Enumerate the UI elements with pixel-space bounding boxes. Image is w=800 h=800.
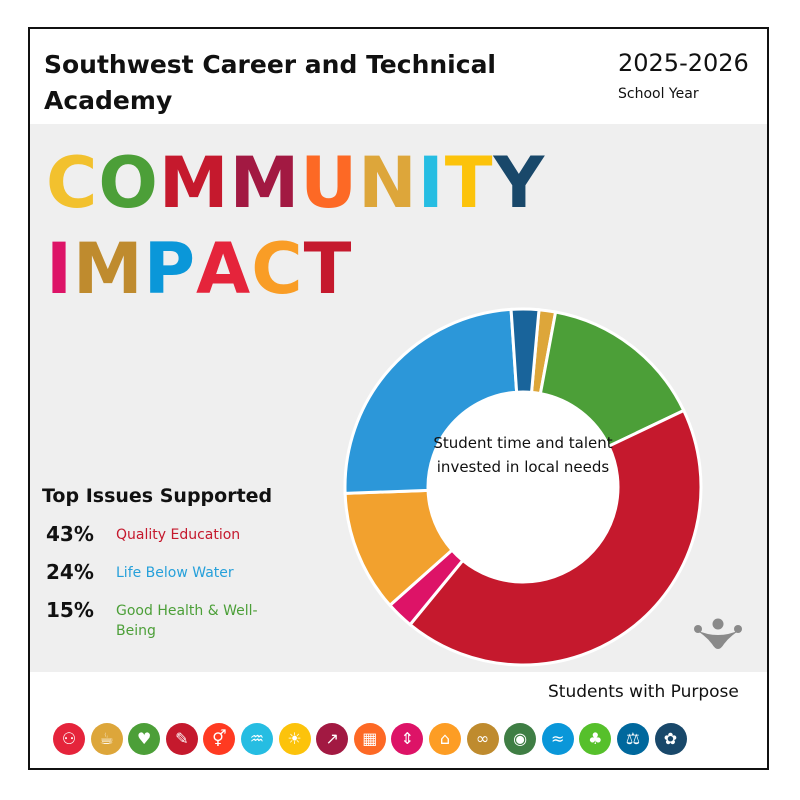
headline-letter: O <box>98 142 159 224</box>
students-with-purpose-logo <box>694 618 742 649</box>
headline: COMMUNITY IMPACT <box>46 140 545 312</box>
headline-letter: Y <box>493 142 546 224</box>
climate-action-icon: ◉ <box>504 723 537 755</box>
no-poverty-icon: ⚇ <box>53 723 85 755</box>
partnerships-icon: ✿ <box>654 723 687 755</box>
gender-equality-icon: ⚥ <box>203 723 236 755</box>
issue-percent: 24% <box>46 560 94 584</box>
headline-letter: C <box>46 142 99 224</box>
issue-percent: 15% <box>46 598 94 622</box>
life-on-land-icon: ♣ <box>579 723 612 755</box>
issue-percent: 43% <box>46 522 94 546</box>
headline-letter: U <box>300 142 359 224</box>
clean-water-icon: ♒ <box>240 723 273 755</box>
school-year-label: School Year <box>618 86 699 102</box>
headline-letter: M <box>229 142 301 224</box>
donut-hole <box>429 393 617 581</box>
headline-letter: M <box>158 142 230 224</box>
issue-label: Good Health & Well-Being <box>116 603 258 639</box>
school-name: Southwest Career and Technical Academy <box>44 50 497 115</box>
peace-justice-icon: ⚖ <box>616 723 649 755</box>
headline-letter: I <box>417 142 445 224</box>
donut-slice <box>509 307 541 395</box>
responsible-consumption-icon: ∞ <box>466 723 499 755</box>
clean-energy-icon: ☀ <box>278 723 311 755</box>
header: Southwest Career and Technical Academy 2… <box>30 29 767 124</box>
life-below-water-icon: ≈ <box>541 723 574 755</box>
infographic-card: Southwest Career and Technical Academy 2… <box>28 27 769 770</box>
headline-letter: C <box>251 228 304 310</box>
main-panel: COMMUNITY IMPACT Top Issues Supported 43… <box>30 124 767 672</box>
headline-letter: T <box>303 228 353 310</box>
school-year: 2025-2026 <box>618 49 749 77</box>
headline-letter: N <box>358 142 418 224</box>
donut-slice <box>343 307 519 495</box>
quality-education-icon: ✎ <box>165 723 198 755</box>
sustainable-cities-icon: ⌂ <box>428 723 461 755</box>
tagline: Students with Purpose <box>548 682 739 702</box>
footer: Students with Purpose ⚇ ☕ ♥ ✎ ⚥ ♒ ☀ ↗ ▦ ⇕ ⌂ ∞ ◉ ≈ ♣ ⚖ ✿ <box>30 672 767 768</box>
decent-work-icon: ↗ <box>316 723 349 755</box>
issue-label: Quality Education <box>116 527 241 543</box>
headline-line-1: COMMUNITY <box>46 140 545 226</box>
reduced-inequalities-icon: ⇕ <box>391 723 424 755</box>
headline-letter: A <box>196 228 252 310</box>
headline-letter: T <box>444 142 494 224</box>
headline-letter: P <box>143 228 197 310</box>
headline-letter: M <box>73 228 144 310</box>
headline-line-2: IMPACT <box>46 226 545 312</box>
issues-title: Top Issues Supported <box>42 485 273 507</box>
sdg-icon-row: ⚇ ☕ ♥ ✎ ⚥ ♒ ☀ ↗ ▦ ⇕ ⌂ ∞ ◉ ≈ ♣ ⚖ ✿ <box>53 723 692 757</box>
donut-center-label: Student time and talent invested in loca… <box>433 434 613 476</box>
donut-slice <box>408 408 703 667</box>
donut-chart <box>343 307 703 667</box>
zero-hunger-icon: ☕ <box>90 723 123 755</box>
good-health-icon: ♥ <box>128 723 161 755</box>
issue-label: Life Below Water <box>116 565 234 581</box>
headline-letter: I <box>46 228 74 310</box>
industry-innovation-icon: ▦ <box>353 723 386 755</box>
